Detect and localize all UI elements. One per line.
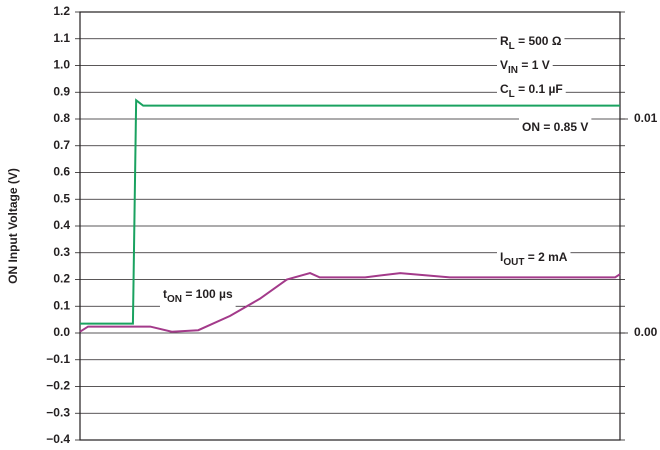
- annotation: VIN = 1 V: [500, 58, 550, 75]
- y-tick-label: 0.9: [53, 84, 70, 98]
- annotation-subscript: L: [509, 41, 515, 52]
- annotation-text: t: [163, 287, 167, 301]
- annotation: RL = 500 Ω: [500, 34, 562, 51]
- annotation: IOUT = 2 mA: [500, 250, 568, 267]
- y-tick-label: 0.6: [53, 165, 70, 179]
- y-tick-label: −0.2: [46, 379, 70, 393]
- annotation-subscript: ON: [167, 294, 182, 305]
- y-tick-label: 1.2: [53, 4, 70, 18]
- annotation-background: [519, 118, 592, 140]
- data-line: [80, 98, 620, 325]
- annotation-background: [497, 56, 553, 78]
- y-tick-label: 0.7: [53, 138, 70, 152]
- y-tick-label: 0.8: [53, 111, 70, 125]
- y-tick-label: 0.5: [53, 191, 70, 205]
- annotation-subscript: OUT: [503, 257, 524, 268]
- annotation-text: C: [500, 82, 509, 96]
- annotation-text: R: [500, 34, 509, 48]
- data-line: [79, 272, 621, 333]
- annotation: CL = 0.1 µF: [500, 82, 563, 99]
- y-tick-label: 0.0: [53, 325, 70, 339]
- y-tick-label: 0.1: [53, 298, 70, 312]
- y-tick-label: 1.0: [53, 58, 70, 72]
- y-tick-label: 1.1: [53, 31, 70, 45]
- y-tick-label: 0.4: [53, 218, 70, 232]
- y-tick-label: 0.2: [53, 272, 70, 286]
- annotation-text: = 1 V: [518, 58, 550, 72]
- y-tick-label: 0.3: [53, 245, 70, 259]
- annotation-text: V: [500, 58, 508, 72]
- annotation-text: = 2 mA: [524, 250, 567, 264]
- annotation-background: [160, 285, 236, 307]
- annotation-subscript: IN: [508, 65, 518, 76]
- annotation-text: = 500 Ω: [515, 34, 562, 48]
- y-axis-label: ON Input Voltage (V): [6, 168, 20, 284]
- y-tick-label: −0.1: [46, 352, 70, 366]
- y2-tick-label: 0.00: [634, 325, 658, 339]
- annotation-text: I: [500, 250, 503, 264]
- y-tick-label: −0.4: [46, 432, 70, 446]
- annotation-background: [497, 80, 566, 102]
- annotation: ON = 0.85 V: [522, 120, 588, 134]
- annotation-background: [497, 32, 565, 54]
- y-tick-label: −0.3: [46, 405, 70, 419]
- annotation: tON = 100 µs: [163, 287, 233, 304]
- y2-tick-label: 0.01: [634, 111, 658, 125]
- annotation-text: = 0.1 µF: [515, 82, 563, 96]
- annotation-text: = 100 µs: [182, 287, 233, 301]
- annotation-subscript: L: [509, 89, 515, 100]
- annotation-text: ON = 0.85 V: [522, 120, 588, 134]
- annotation-background: [497, 248, 571, 270]
